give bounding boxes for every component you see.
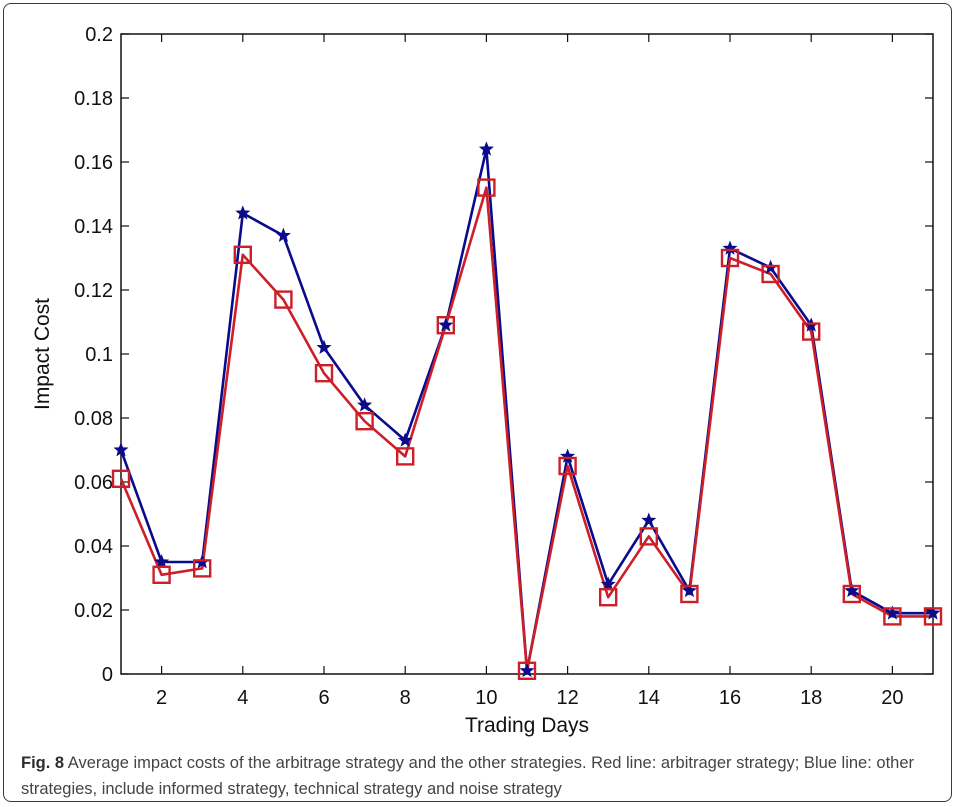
- y-tick-label: 0.14: [74, 216, 113, 238]
- data-point-star: [357, 397, 373, 412]
- y-tick-label: 0: [102, 664, 113, 686]
- axes: [120, 33, 934, 675]
- y-tick-label: 0.08: [74, 408, 113, 430]
- data-point-star: [316, 339, 332, 354]
- data-point-square: [274, 290, 293, 309]
- series-markers: [111, 141, 943, 680]
- data-point-square: [842, 584, 861, 604]
- x-tick-label: 4: [237, 687, 248, 709]
- y-tick-label: 0.02: [74, 600, 113, 622]
- y-tick-label: 0.2: [85, 24, 113, 46]
- data-point-star: [438, 317, 454, 332]
- data-point-star: [519, 662, 535, 678]
- chart: 00.020.040.060.080.10.120.140.160.180.2 …: [31, 24, 943, 737]
- data-point-square: [355, 412, 374, 431]
- x-tick-label: 6: [318, 687, 329, 709]
- data-point-square: [233, 245, 253, 265]
- data-point-square: [599, 588, 618, 607]
- x-tick-label: 12: [556, 687, 578, 709]
- data-point-star: [681, 582, 697, 598]
- x-tick-label: 2: [156, 687, 167, 709]
- data-point-square: [314, 364, 334, 383]
- y-tick-label: 0.18: [74, 88, 113, 110]
- data-point-square: [192, 559, 212, 578]
- x-tick-labels: 2 4 6 8 10 12 14 16 18 20: [156, 687, 903, 709]
- series-line-star: [119, 147, 933, 673]
- caption-label: Fig. 8: [21, 754, 65, 772]
- data-point-square: [396, 447, 415, 466]
- data-point-star: [478, 141, 494, 156]
- data-point-square: [517, 661, 537, 680]
- y-tick-label: 0.06: [74, 472, 113, 494]
- data-point-square: [111, 469, 131, 488]
- x-tick-label: 20: [881, 687, 903, 709]
- x-axis-title: Trading Days: [465, 714, 589, 737]
- data-point-square: [477, 178, 496, 197]
- data-point-square: [761, 264, 780, 284]
- y-tick-labels: 0 0.02 0.04 0.06 0.08 0.1 0.12 0.14 0.16 0.18 0.2: [74, 24, 113, 686]
- tick-marks: [121, 33, 933, 675]
- data-point-square: [720, 248, 740, 268]
- data-point-square: [680, 584, 699, 604]
- data-point-star: [925, 605, 941, 620]
- data-point-square: [558, 456, 577, 476]
- data-point-square: [883, 607, 902, 626]
- data-point-star: [235, 205, 251, 220]
- y-tick-label: 0.16: [74, 152, 113, 174]
- data-point-star: [844, 582, 860, 598]
- figure-frame: 0 0.02 0.04 0.06 0.08 0.1 0.12 0.14 0.16 0.18 0.2 …: [3, 3, 952, 802]
- data-point-square: [639, 527, 658, 546]
- plot-area-box: [120, 33, 934, 675]
- caption-text: Average impact costs of the arbitrage st…: [21, 754, 915, 798]
- data-point-square: [436, 316, 455, 335]
- data-point-square: [923, 607, 943, 626]
- y-tick-label: 0.12: [74, 280, 113, 302]
- data-point-star: [600, 576, 616, 591]
- series-lines: [119, 147, 933, 673]
- y-axis-title: Impact Cost: [31, 298, 54, 410]
- series-line-square: [119, 186, 933, 673]
- x-tick-label: 10: [475, 687, 497, 709]
- data-point-star: [397, 432, 413, 447]
- x-tick-label: 18: [800, 687, 822, 709]
- data-point-star: [113, 442, 129, 457]
- data-point-square: [802, 322, 821, 341]
- x-tick-label: 8: [400, 687, 411, 709]
- y-tick-label: 0.1: [85, 344, 113, 366]
- data-point-star: [560, 448, 576, 463]
- figure-caption: Fig. 8 Average impact costs of the arbit…: [21, 750, 941, 801]
- data-point-star: [154, 554, 170, 569]
- data-point-star: [884, 605, 900, 620]
- y-tick-label: 0.04: [74, 536, 113, 558]
- x-tick-label: 14: [638, 687, 660, 709]
- data-point-star: [275, 227, 291, 242]
- data-point-star: [641, 512, 657, 527]
- data-point-square: [152, 565, 171, 584]
- x-tick-label: 16: [719, 687, 741, 709]
